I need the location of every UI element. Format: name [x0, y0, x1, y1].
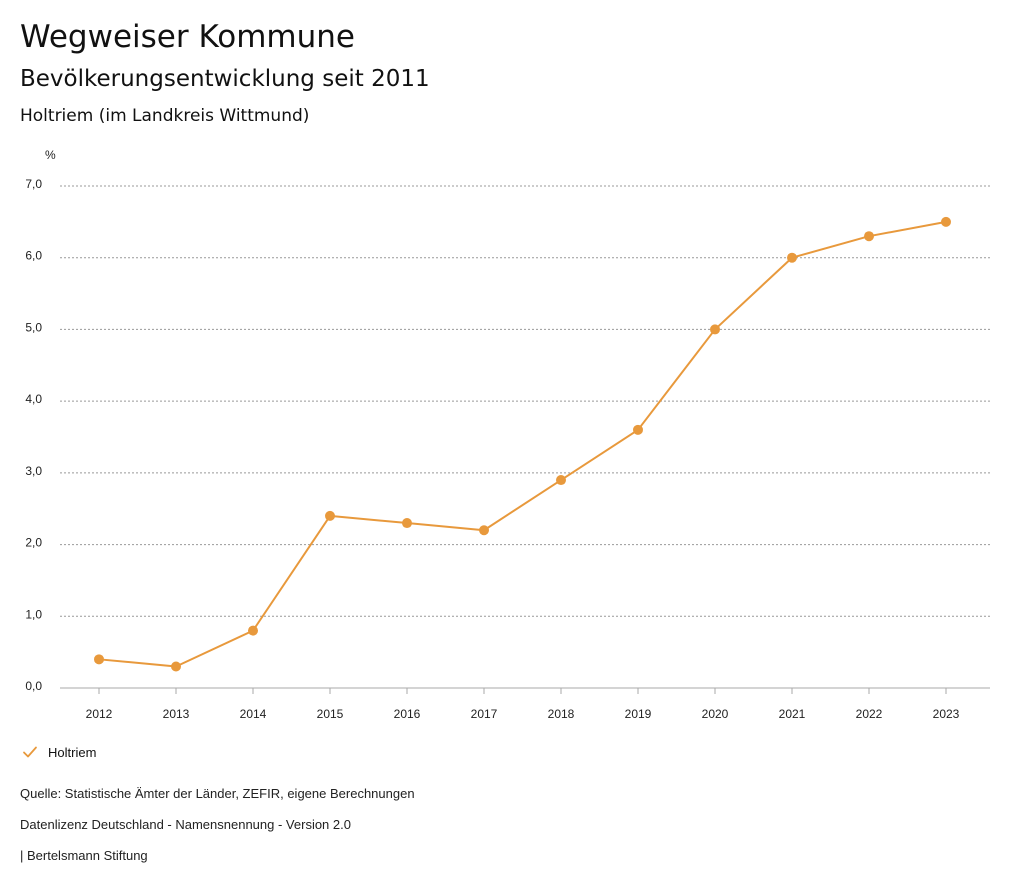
- y-axis-ticks: 0,0 1,0 2,0 3,0 4,0 5,0 6,0 7,0: [25, 177, 42, 693]
- y-tick-label: 7,0: [25, 177, 42, 191]
- chart-subtitle: Bevölkerungsentwicklung seit 2011: [20, 66, 430, 92]
- chart-title: Wegweiser Kommune: [20, 19, 355, 55]
- data-point[interactable]: [402, 518, 412, 529]
- region-label: Holtriem (im Landkreis Wittmund): [20, 106, 310, 126]
- x-tick-label: 2018: [548, 707, 575, 721]
- data-point[interactable]: [710, 324, 720, 335]
- data-point[interactable]: [248, 625, 258, 636]
- y-tick-label: 5,0: [25, 320, 42, 334]
- y-tick-label: 1,0: [25, 607, 42, 621]
- data-point[interactable]: [864, 231, 874, 242]
- y-tick-label: 0,0: [25, 679, 42, 693]
- x-tick-label: 2022: [856, 707, 883, 721]
- data-point[interactable]: [479, 525, 489, 536]
- x-axis-ticks: 2012 2013 2014 2015 2016 2017 2018 2019 2020 2021…: [86, 688, 960, 721]
- x-tick-label: 2016: [394, 707, 421, 721]
- x-tick-label: 2017: [471, 707, 498, 721]
- publisher-note: | Bertelsmann Stiftung: [20, 848, 148, 863]
- x-tick-label: 2012: [86, 707, 113, 721]
- legend-label-holtriem: Holtriem: [48, 744, 97, 760]
- data-point[interactable]: [171, 661, 181, 672]
- y-tick-label: 4,0: [25, 392, 42, 406]
- legend[interactable]: Holtriem: [22, 744, 96, 760]
- series-layer: [94, 216, 951, 672]
- x-tick-label: 2015: [317, 707, 344, 721]
- source-note: Quelle: Statistische Ämter der Länder, Z…: [20, 786, 415, 801]
- x-tick-label: 2013: [163, 707, 190, 721]
- data-point[interactable]: [325, 510, 335, 521]
- x-tick-label: 2019: [625, 707, 652, 721]
- y-tick-label: 3,0: [25, 464, 42, 478]
- data-point[interactable]: [941, 216, 951, 227]
- x-tick-label: 2020: [702, 707, 729, 721]
- license-note: Datenlizenz Deutschland - Namensnennung …: [20, 817, 351, 832]
- data-point[interactable]: [556, 475, 566, 486]
- data-point[interactable]: [633, 424, 643, 435]
- series-line-holtriem: [98, 220, 947, 668]
- data-point[interactable]: [787, 252, 797, 263]
- y-tick-label: 6,0: [25, 249, 42, 263]
- x-tick-label: 2021: [779, 707, 806, 721]
- y-tick-label: 2,0: [25, 536, 42, 550]
- x-tick-label: 2014: [240, 707, 267, 721]
- data-point[interactable]: [94, 654, 104, 665]
- grid-lines: [60, 185, 990, 689]
- legend-checkmark-icon: [23, 746, 37, 758]
- x-tick-label: 2023: [933, 707, 960, 721]
- y-axis-unit-label: %: [45, 148, 56, 162]
